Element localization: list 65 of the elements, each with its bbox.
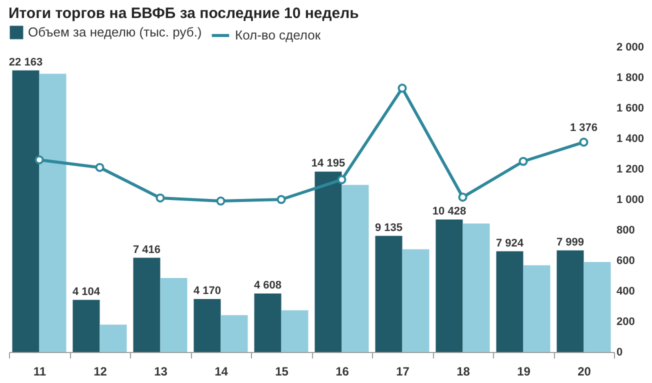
data-label: 14 195	[311, 158, 346, 170]
x-tick-label: 13	[154, 364, 168, 378]
y-tick-label: 0	[616, 346, 623, 358]
bar	[584, 262, 611, 352]
bar	[496, 251, 524, 352]
x-tick-label: 19	[517, 364, 531, 378]
data-label: 4 104	[72, 286, 101, 298]
y-tick-label: 2 000	[616, 42, 644, 54]
data-label: 1 376	[570, 122, 598, 134]
y-tick-label: 200	[616, 316, 635, 328]
x-tick-label: 17	[396, 364, 410, 378]
point	[398, 84, 407, 93]
legend-label: Объем за неделю (тыс. руб.)	[28, 24, 202, 40]
bar	[462, 224, 490, 352]
point	[95, 162, 104, 172]
bar	[194, 299, 221, 352]
y-tick-label: 400	[616, 286, 635, 298]
bar	[556, 250, 584, 352]
y-tick-label: 1 000	[616, 194, 644, 206]
data-label: 7 999	[556, 236, 584, 248]
legend-label: Кол-во сделок	[235, 28, 321, 42]
point	[518, 156, 528, 166]
bar	[375, 236, 402, 352]
data-label: 22 163	[8, 56, 43, 68]
y-tick-label: 1 600	[616, 102, 644, 114]
bar	[254, 293, 282, 352]
y-tick-label: 1 400	[616, 133, 644, 145]
data-label: 9 135	[374, 222, 403, 234]
x-tick-label: 18	[456, 364, 470, 378]
point	[579, 138, 588, 147]
bar	[523, 265, 550, 352]
y-tick-label: 1 800	[616, 72, 644, 84]
bar	[12, 70, 40, 352]
data-label: 10 428	[432, 205, 466, 218]
bar	[281, 310, 308, 352]
bar	[100, 324, 127, 352]
x-tick-label: 20	[578, 364, 592, 378]
x-tick-label: 12	[94, 364, 108, 378]
bar	[314, 172, 342, 352]
bar	[39, 74, 66, 352]
bar	[220, 315, 248, 352]
bar	[72, 300, 100, 352]
data-label: 7 924	[496, 237, 524, 250]
bar	[133, 258, 160, 352]
x-tick-label: 15	[275, 364, 289, 378]
y-tick-label: 1 200	[616, 164, 644, 176]
x-tick-label: 14	[214, 364, 228, 378]
chart-title: Итоги торгов на БВФБ за последние 10 недель	[8, 5, 359, 22]
data-label: 4 608	[254, 279, 282, 292]
point	[216, 196, 226, 206]
y-tick-label: 600	[616, 255, 635, 267]
point	[458, 192, 468, 202]
bar	[436, 219, 463, 352]
x-tick-label: 11	[33, 364, 46, 378]
y-tick-label: 800	[616, 224, 635, 236]
point	[337, 175, 346, 184]
bar	[402, 249, 430, 352]
bar	[160, 278, 188, 352]
bar	[342, 184, 369, 352]
point	[276, 194, 286, 204]
data-label: 4 170	[193, 285, 222, 298]
point	[156, 193, 165, 203]
point	[34, 155, 44, 164]
data-label: 7 416	[132, 244, 161, 256]
x-tick-label: 16	[336, 364, 350, 378]
